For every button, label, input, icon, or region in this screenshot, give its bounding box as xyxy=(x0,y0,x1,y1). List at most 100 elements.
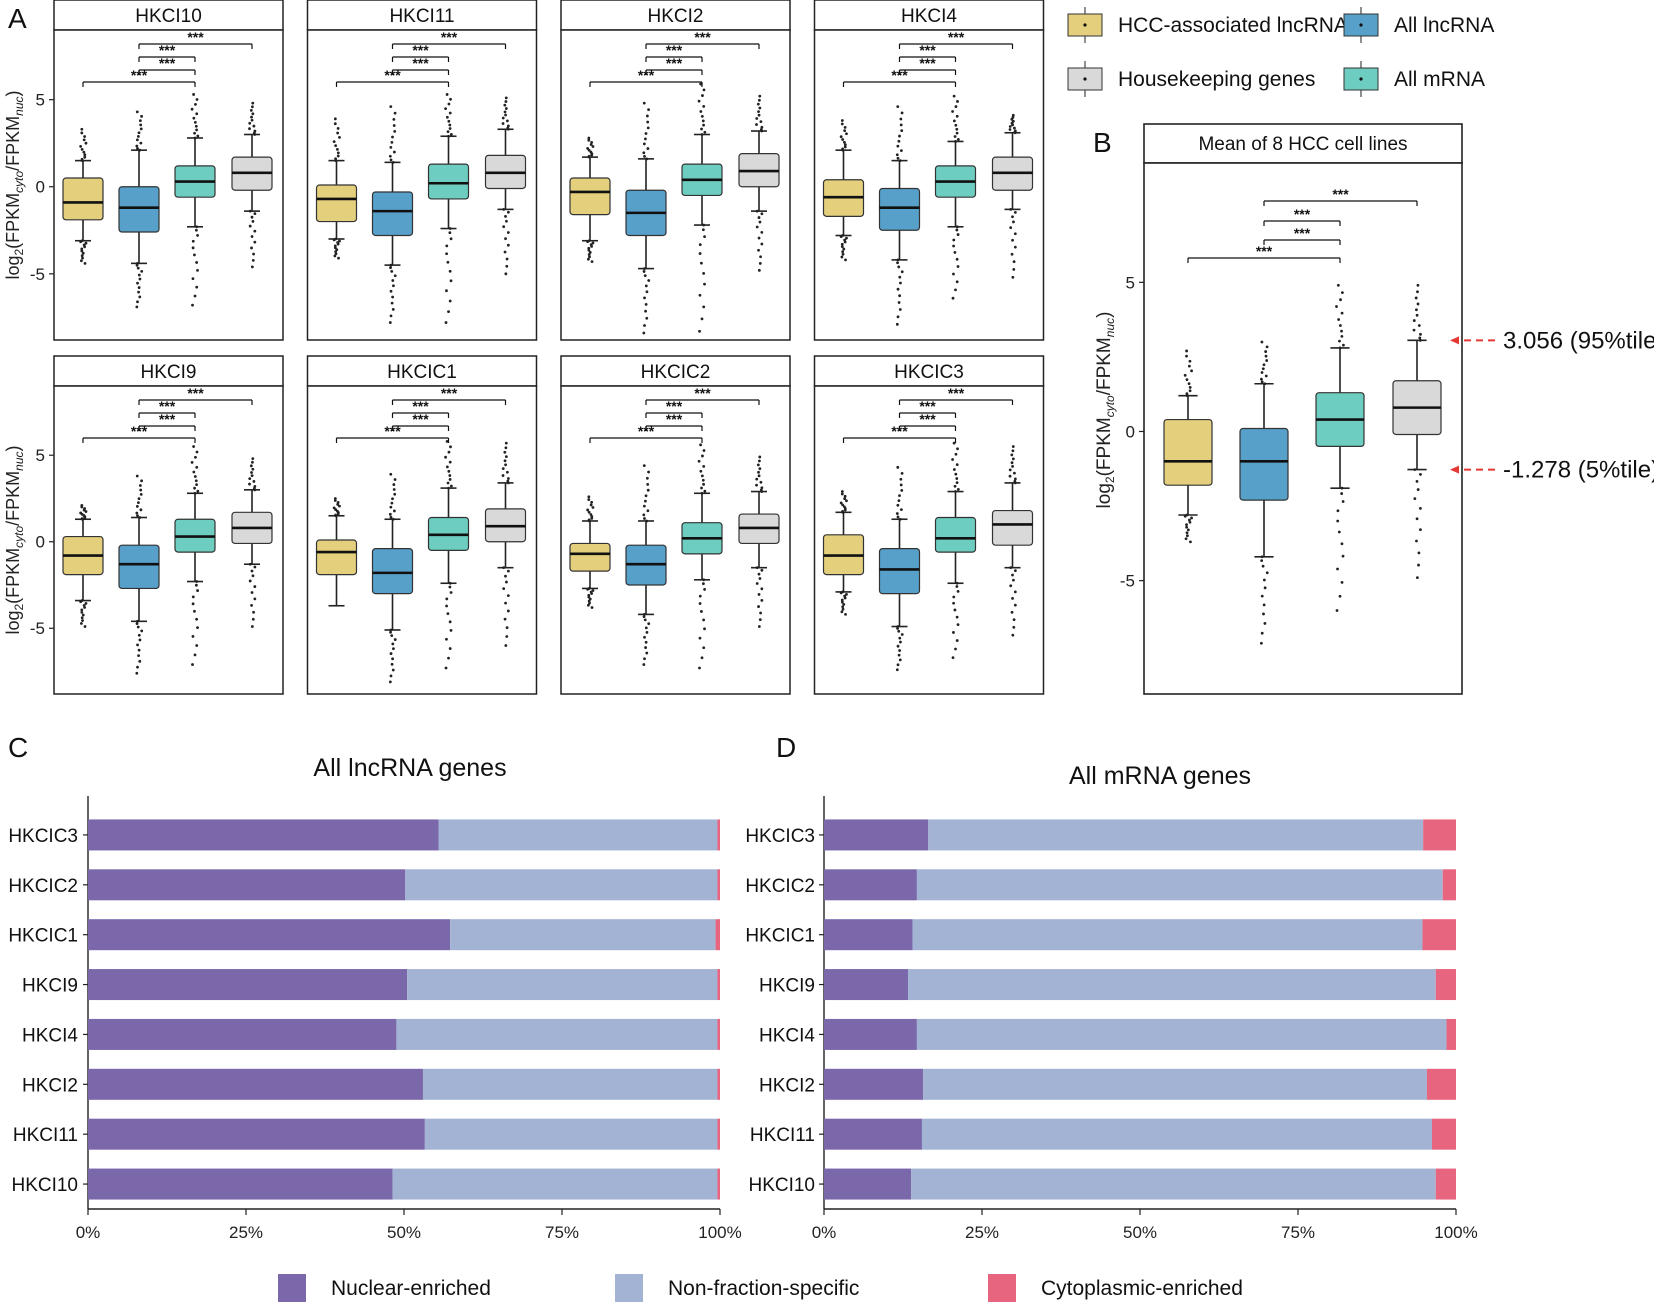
outlier-point xyxy=(591,241,595,245)
category-label: HKCI10 xyxy=(11,1175,78,1196)
y-tick-label: 5 xyxy=(36,446,45,465)
outlier-point xyxy=(1416,576,1419,580)
outlier-point xyxy=(83,606,87,609)
outlier-point xyxy=(1013,569,1017,573)
outlier-point xyxy=(389,652,393,655)
outlier-point xyxy=(899,281,902,285)
outlier-point xyxy=(248,579,252,583)
outlier-point xyxy=(136,266,140,270)
outlier-point xyxy=(336,154,340,158)
box-iqr xyxy=(1163,418,1213,486)
bar-nuclear-hkci4 xyxy=(824,1018,917,1050)
outlier-point xyxy=(900,633,904,636)
outlier-point xyxy=(899,483,903,487)
outlier-point xyxy=(191,303,194,307)
outlier-point xyxy=(843,240,847,244)
outlier-point xyxy=(447,450,451,454)
outlier-point xyxy=(448,299,452,303)
outlier-point xyxy=(1188,389,1192,393)
outlier-point xyxy=(587,246,591,250)
box-hkcic1-housekeeping xyxy=(484,441,527,647)
outlier-point xyxy=(80,127,84,131)
outlier-point xyxy=(251,617,255,621)
outlier-point xyxy=(250,215,254,219)
outlier-point xyxy=(1187,518,1191,522)
outlier-point xyxy=(250,235,254,238)
outlier-point xyxy=(1260,559,1264,563)
outlier-point xyxy=(195,483,198,487)
legend-key-dot xyxy=(1083,77,1087,81)
category-label: HKCI9 xyxy=(22,976,78,997)
outlier-point xyxy=(642,151,646,155)
outlier-point xyxy=(642,464,646,467)
y-axis-label-part: /FPKM xyxy=(1094,337,1115,395)
outlier-point xyxy=(702,305,706,309)
outlier-point xyxy=(955,615,959,619)
outlier-point xyxy=(587,138,591,142)
box-iqr xyxy=(569,177,611,216)
outlier-point xyxy=(1419,472,1422,476)
outlier-point xyxy=(504,446,508,450)
outlier-point xyxy=(644,132,648,135)
outlier-point xyxy=(643,657,646,661)
significance-bracket-hkci2: *** xyxy=(645,55,703,75)
box-mean-all-lncrna xyxy=(1239,340,1289,645)
outlier-point xyxy=(139,493,143,496)
outlier-point xyxy=(644,499,647,503)
y-axis-label-part: log xyxy=(3,256,23,280)
outlier-point xyxy=(1416,488,1420,491)
outlier-point xyxy=(896,627,899,630)
outlier-point xyxy=(1185,392,1189,396)
outlier-point xyxy=(898,658,902,662)
bar-cytoplasmic-hkci2 xyxy=(717,1068,720,1100)
box-hkcic3-hcc-lncrna xyxy=(822,490,865,616)
outlier-point xyxy=(83,155,87,159)
outlier-point xyxy=(79,511,83,515)
significance-bracket-hkci9: *** xyxy=(138,385,253,405)
outlier-point xyxy=(1013,245,1017,249)
outlier-point xyxy=(895,668,899,672)
significance-label: *** xyxy=(891,423,908,439)
outlier-point xyxy=(643,618,647,622)
outlier-point xyxy=(700,114,704,118)
outlier-point xyxy=(759,128,763,131)
outlier-point xyxy=(1013,210,1017,214)
outlier-point xyxy=(249,108,253,112)
significance-label: *** xyxy=(666,411,683,427)
outlier-point xyxy=(840,598,844,602)
outlier-point xyxy=(590,260,594,264)
bar-cytoplasmic-hkci11 xyxy=(1431,1118,1456,1150)
outlier-point xyxy=(445,465,449,469)
outlier-point xyxy=(137,648,141,652)
facet-strip xyxy=(53,355,284,387)
outlier-point xyxy=(194,583,198,587)
outlier-point xyxy=(701,94,704,97)
outlier-point xyxy=(444,666,448,670)
outlier-point xyxy=(81,251,85,255)
significance-label: *** xyxy=(441,29,458,45)
bar-nuclear-hkcic2 xyxy=(88,869,406,901)
bar-cytoplasmic-hkci10 xyxy=(717,1168,720,1200)
outlier-point xyxy=(646,120,650,124)
significance-label: *** xyxy=(666,42,683,58)
outlier-point xyxy=(504,463,507,467)
outlier-point xyxy=(390,140,394,144)
outlier-point xyxy=(503,110,507,114)
significance-label: *** xyxy=(412,398,429,414)
outlier-point xyxy=(251,101,255,105)
outlier-point xyxy=(137,286,141,289)
outlier-point xyxy=(956,488,960,491)
y-axis-label-part: cyto xyxy=(12,526,26,548)
outlier-point xyxy=(447,469,451,473)
outlier-point xyxy=(449,445,452,449)
significance-bracket-hkci10: *** xyxy=(138,42,196,62)
outlier-point xyxy=(1415,308,1418,312)
outlier-point xyxy=(701,582,705,586)
outlier-point xyxy=(252,480,256,483)
outlier-point xyxy=(138,119,142,123)
outlier-point xyxy=(139,123,143,127)
outlier-point xyxy=(139,141,143,145)
outlier-point xyxy=(505,635,509,638)
category-label: HKCI4 xyxy=(759,1025,815,1046)
box-iqr xyxy=(62,177,104,221)
